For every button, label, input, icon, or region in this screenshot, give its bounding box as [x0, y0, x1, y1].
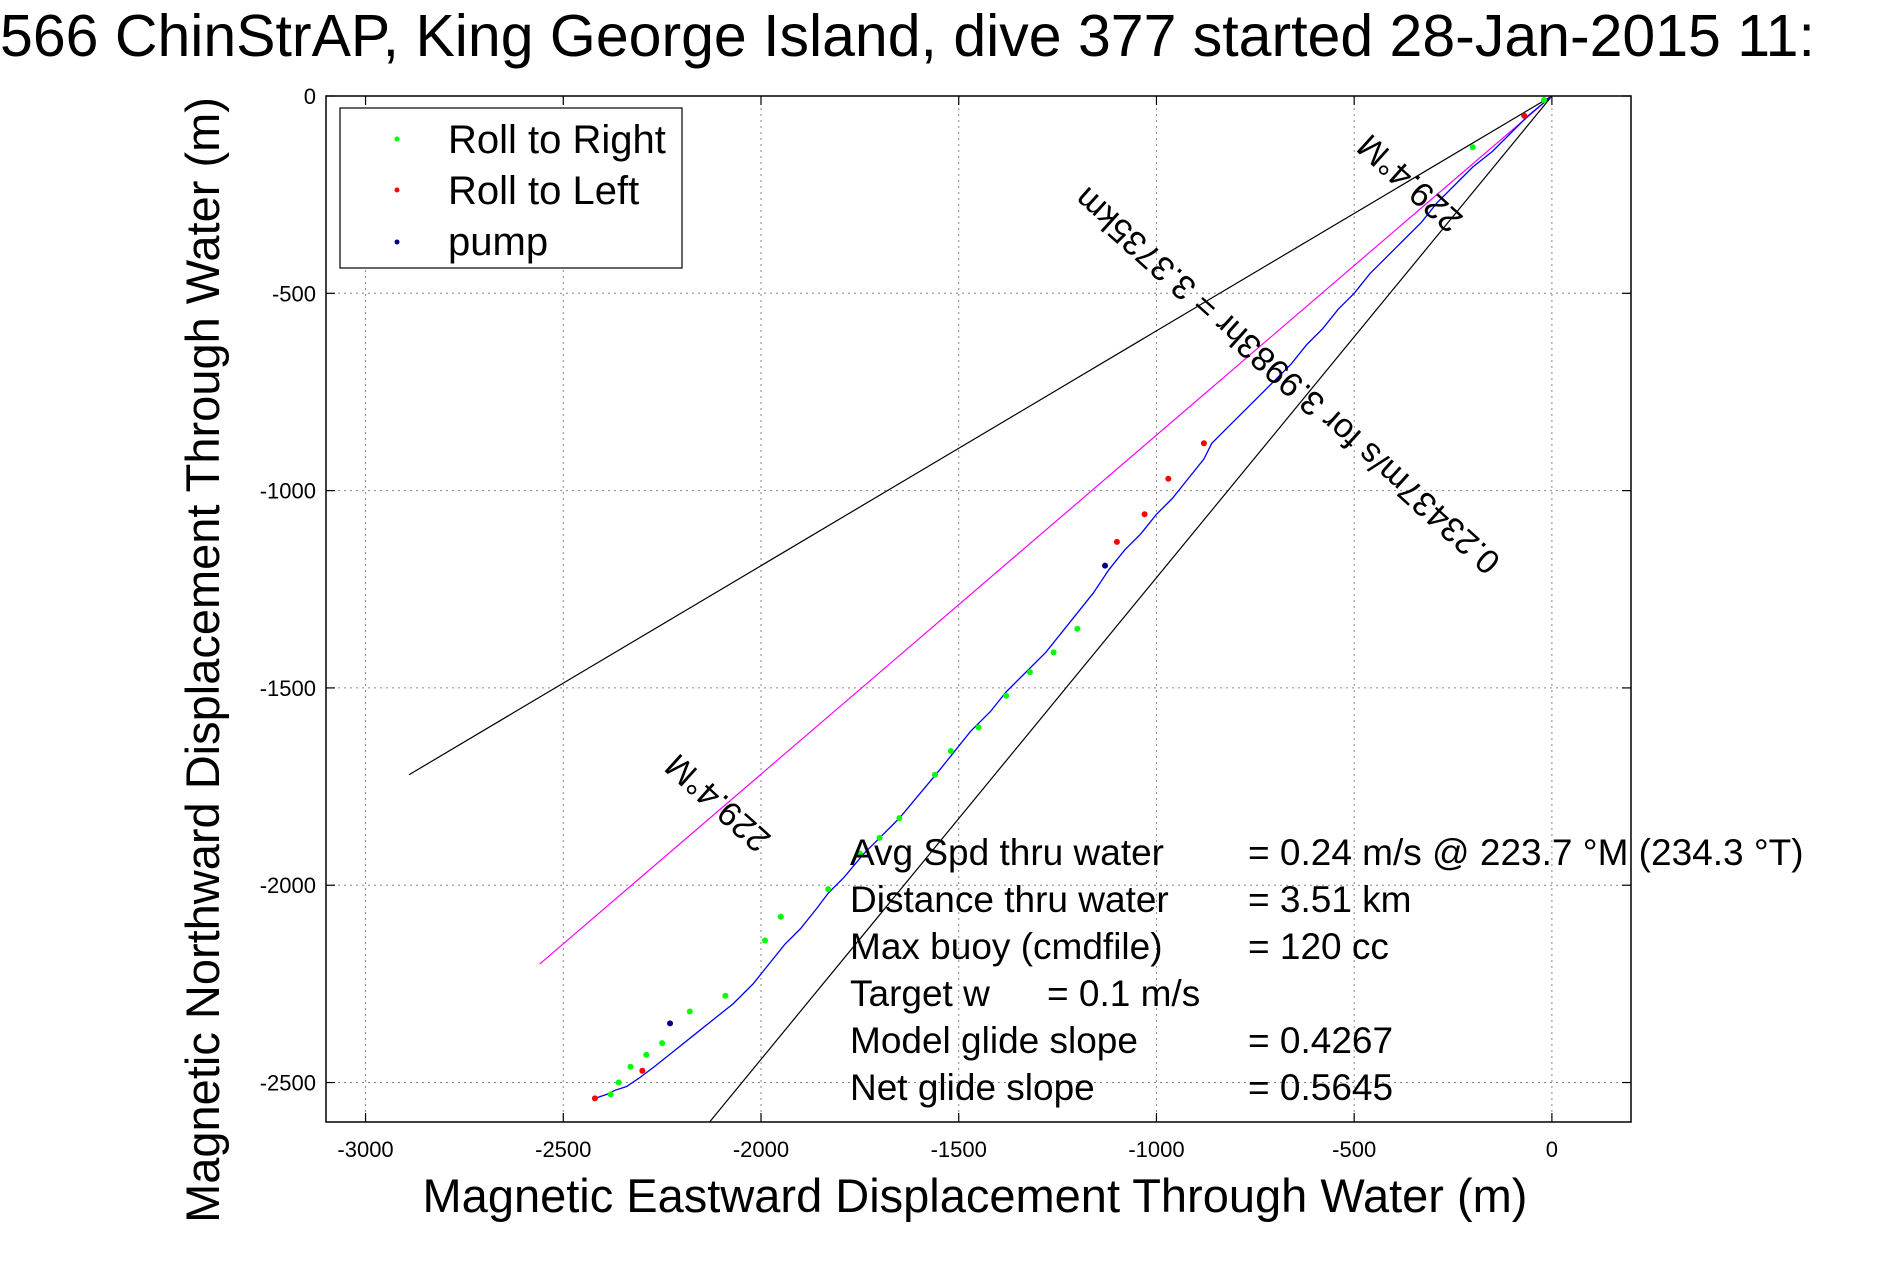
- marker-roll-to-right: [659, 1040, 666, 1047]
- legend: Roll to Right Roll to Left pump: [339, 107, 683, 269]
- ticks-layer: -3000 -2500 -2000 -1500 -1000 -500 0 -2500 -2000…: [260, 84, 1631, 1162]
- x-tick-label: -2500: [535, 1137, 591, 1162]
- reference-lines-layer: [408, 96, 1553, 1122]
- marker-roll-to-right: [876, 834, 883, 841]
- markers-layer: [591, 96, 1547, 1102]
- stat-value-distance: = 3.51 km: [1248, 879, 1412, 920]
- x-axis-label: Magnetic Eastward Displacement Through W…: [423, 1169, 1528, 1222]
- stat-value-target-w: = 0.1 m/s: [1047, 973, 1200, 1014]
- marker-roll-to-right: [1003, 692, 1010, 699]
- stat-label-max-buoy: Max buoy (cmdfile): [850, 926, 1163, 967]
- marker-roll-to-right: [615, 1079, 622, 1086]
- x-tick-label: -1500: [931, 1137, 987, 1162]
- stat-value-max-buoy: = 120 cc: [1248, 926, 1389, 967]
- stat-label-distance: Distance thru water: [850, 879, 1169, 920]
- marker-pump: [667, 1020, 674, 1027]
- y-tick-label: -2000: [260, 873, 316, 898]
- marker-roll-to-right: [1469, 144, 1476, 151]
- stat-label-model-glide: Model glide slope: [850, 1020, 1138, 1061]
- stat-label-target-w: Target w: [850, 973, 990, 1014]
- y-axis-label: Magnetic Northward Displacement Through …: [176, 97, 229, 1223]
- stat-value-model-glide: = 0.4267: [1248, 1020, 1393, 1061]
- track-layer: [594, 96, 1553, 1099]
- y-tick-label: 0: [304, 84, 316, 109]
- marker-roll-to-right: [856, 850, 863, 857]
- marker-roll-to-left: [1200, 440, 1207, 447]
- marker-roll-to-right: [947, 748, 954, 755]
- marker-roll-to-right: [761, 937, 768, 944]
- marker-roll-to-left: [1165, 475, 1172, 482]
- marker-roll-to-left: [1113, 538, 1120, 545]
- legend-marker-roll-right: [394, 136, 400, 142]
- x-tick-label: -1000: [1128, 1137, 1184, 1162]
- legend-label-pump: pump: [448, 220, 548, 264]
- y-tick-label: -1000: [260, 479, 316, 504]
- stat-label-avg-speed: Avg Spd thru water: [850, 832, 1164, 873]
- stats-block: Avg Spd thru water = 0.24 m/s @ 223.7 °M…: [850, 832, 1804, 1108]
- marker-roll-to-right: [722, 992, 729, 999]
- legend-label-roll-left: Roll to Left: [448, 169, 639, 213]
- x-tick-label: -500: [1332, 1137, 1376, 1162]
- x-tick-label: -2000: [733, 1137, 789, 1162]
- marker-pump: [1102, 562, 1109, 569]
- y-tick-label: -500: [272, 281, 316, 306]
- stat-value-avg-speed: = 0.24 m/s @ 223.7 °M (234.3 °T): [1248, 832, 1804, 873]
- legend-label-roll-right: Roll to Right: [448, 118, 666, 162]
- reference-line-1: [408, 96, 1553, 776]
- x-tick-label: -3000: [337, 1137, 393, 1162]
- y-tick-label: -1500: [260, 676, 316, 701]
- marker-roll-to-right: [1541, 96, 1547, 103]
- plot-border: [325, 95, 1632, 1123]
- legend-marker-pump: [394, 239, 400, 245]
- stat-value-net-glide: = 0.5645: [1248, 1067, 1393, 1108]
- marker-roll-to-right: [932, 771, 938, 778]
- marker-roll-to-right: [686, 1008, 693, 1015]
- marker-roll-to-right: [975, 724, 982, 731]
- chart-title: 566 ChinStrAP, King George Island, dive …: [0, 3, 1815, 69]
- marker-roll-to-left: [591, 1095, 598, 1102]
- marker-roll-to-right: [825, 886, 832, 893]
- reference-line-3: [539, 96, 1553, 965]
- marker-roll-to-right: [607, 1091, 614, 1098]
- marker-roll-to-right: [1074, 625, 1081, 632]
- stat-label-net-glide: Net glide slope: [850, 1067, 1095, 1108]
- x-tick-label: 0: [1546, 1137, 1558, 1162]
- marker-roll-to-right: [627, 1063, 634, 1070]
- marker-roll-to-left: [1141, 511, 1148, 518]
- marker-roll-to-right: [643, 1051, 650, 1058]
- marker-roll-to-right: [896, 815, 903, 822]
- marker-roll-to-right: [1026, 669, 1033, 676]
- marker-roll-to-left: [1521, 112, 1528, 119]
- legend-marker-roll-left: [394, 187, 400, 193]
- y-tick-label: -2500: [260, 1071, 316, 1096]
- track-line: [594, 96, 1553, 1099]
- marker-roll-to-right: [1050, 649, 1057, 656]
- marker-roll-to-left: [639, 1067, 646, 1074]
- marker-roll-to-right: [777, 913, 784, 920]
- reference-line-2: [709, 96, 1553, 1122]
